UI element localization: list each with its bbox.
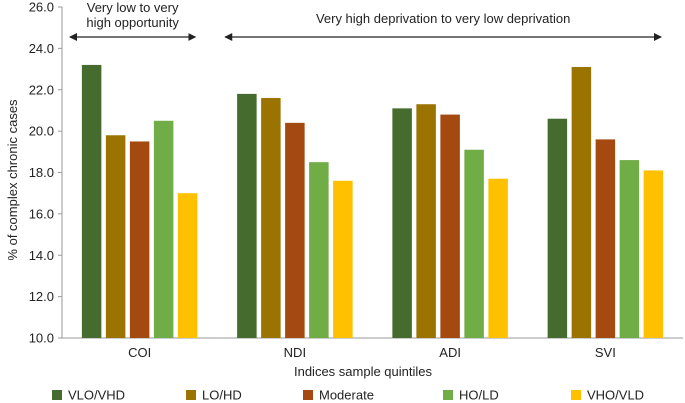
bar-ndi-moderate bbox=[285, 122, 305, 338]
bar-svi-lo-hd bbox=[571, 66, 592, 339]
bar-coi-moderate bbox=[129, 141, 150, 338]
bar-ndi-ho-ld bbox=[309, 162, 329, 338]
y-tick-label: 22.0 bbox=[29, 82, 54, 97]
bar-adi-moderate bbox=[440, 114, 460, 338]
bar-adi-ho-ld bbox=[464, 149, 484, 338]
annotation-text: high opportunity bbox=[86, 15, 179, 30]
y-axis-label: % of complex chronic cases bbox=[5, 99, 20, 261]
bar-coi-vlo-vhd bbox=[81, 64, 102, 339]
y-tick-label: 18.0 bbox=[29, 165, 54, 180]
legend-label-vho-vld: VHO/VLD bbox=[587, 388, 644, 403]
legend-label-lo-hd: LO/HD bbox=[202, 388, 242, 403]
bar-coi-ho-ld bbox=[153, 120, 174, 338]
x-tick-label-ndi: NDI bbox=[284, 345, 306, 360]
bar-ndi-vho-vld bbox=[333, 180, 353, 338]
bar-svi-vho-vld bbox=[643, 170, 664, 338]
y-tick-label: 16.0 bbox=[29, 206, 54, 221]
bar-svi-ho-ld bbox=[619, 160, 640, 338]
y-tick-label: 24.0 bbox=[29, 41, 54, 56]
annotation-text: Very low to very bbox=[87, 0, 179, 15]
legend-label-ho-ld: HO/LD bbox=[459, 388, 499, 403]
y-tick-labels: 10.0 12.0 14.0 16.0 18.0 20.0 22.0 24.0 26.0 bbox=[29, 0, 62, 346]
y-tick-label: 26.0 bbox=[29, 0, 54, 15]
legend-swatch-vlo-vhd bbox=[52, 390, 62, 400]
y-tick-label: 14.0 bbox=[29, 248, 54, 263]
legend-swatch-moderate bbox=[303, 390, 313, 400]
legend-swatch-ho-ld bbox=[443, 390, 453, 400]
y-tick-label: 10.0 bbox=[29, 331, 54, 346]
annotation-text: Very high deprivation to very low depriv… bbox=[316, 11, 570, 26]
x-tick-label-coi: COI bbox=[128, 345, 151, 360]
bar-adi-lo-hd bbox=[416, 104, 436, 338]
bars bbox=[81, 64, 664, 339]
x-tick-label-svi: SVI bbox=[595, 345, 616, 360]
legend-swatch-lo-hd bbox=[186, 390, 196, 400]
bar-adi-vho-vld bbox=[488, 178, 508, 338]
x-tick-labels: COI NDI ADI SVI bbox=[128, 345, 616, 360]
bar-adi-vlo-vhd bbox=[392, 108, 412, 339]
bar-coi-vho-vld bbox=[177, 193, 198, 338]
bar-svi-moderate bbox=[595, 139, 616, 338]
legend-label-vlo-vhd: VLO/VHD bbox=[68, 388, 125, 403]
y-tick-label: 12.0 bbox=[29, 289, 54, 304]
x-axis-label: Indices sample quintiles bbox=[294, 364, 433, 379]
bar-ndi-vlo-vhd bbox=[237, 93, 257, 338]
legend-label-moderate: Moderate bbox=[319, 388, 374, 403]
legend: VLO/VHD LO/HD Moderate HO/LD VHO/VLD bbox=[52, 388, 644, 403]
legend-swatch-vho-vld bbox=[571, 390, 581, 400]
bar-coi-lo-hd bbox=[105, 135, 126, 338]
y-tick-label: 20.0 bbox=[29, 124, 54, 139]
bar-svi-vlo-vhd bbox=[547, 118, 568, 339]
x-tick-label-adi: ADI bbox=[439, 345, 461, 360]
bar-ndi-lo-hd bbox=[261, 98, 281, 339]
